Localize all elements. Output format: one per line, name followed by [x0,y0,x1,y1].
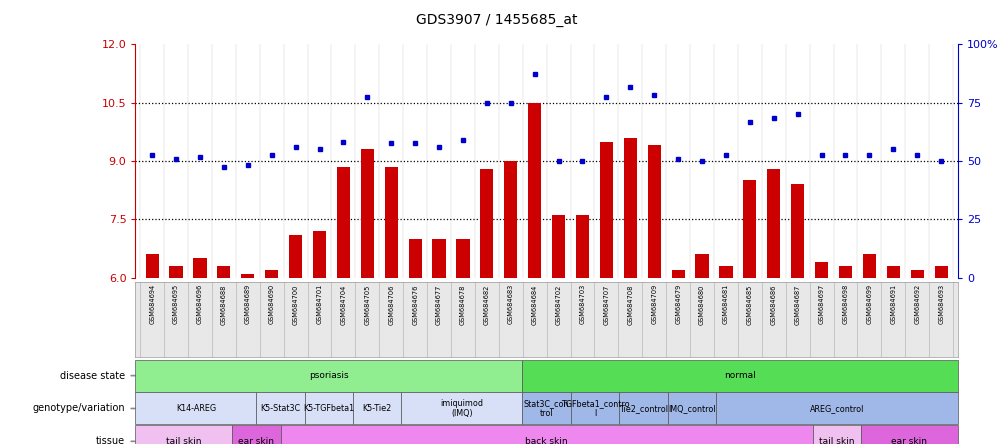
Bar [934,266,947,278]
Text: GSM684702: GSM684702 [555,284,561,325]
Text: GSM684684: GSM684684 [531,284,537,325]
Text: GSM684682: GSM684682 [483,284,489,325]
Bar [240,274,255,278]
Text: GSM684708: GSM684708 [626,284,632,325]
Text: GSM684677: GSM684677 [436,284,442,325]
Bar [718,266,731,278]
Text: GSM684680: GSM684680 [698,284,704,325]
Bar [862,254,875,278]
Text: disease state: disease state [60,371,125,381]
Text: GSM684679: GSM684679 [674,284,680,325]
Text: GSM684699: GSM684699 [866,284,872,324]
Text: GSM684696: GSM684696 [196,284,202,325]
Bar [767,169,780,278]
Bar [815,262,828,278]
Bar [480,169,493,278]
Text: GSM684690: GSM684690 [269,284,275,325]
Text: GSM684692: GSM684692 [913,284,919,325]
Text: GSM684676: GSM684676 [412,284,418,325]
Text: GSM684704: GSM684704 [340,284,346,325]
Text: GSM684707: GSM684707 [603,284,609,325]
Text: GSM684687: GSM684687 [794,284,800,325]
Text: GSM684681: GSM684681 [722,284,728,325]
Bar [193,258,206,278]
Text: GSM684693: GSM684693 [937,284,943,324]
Bar [408,239,421,278]
Text: GSM684697: GSM684697 [818,284,824,325]
Bar [361,149,374,278]
Text: GSM684685: GSM684685 [746,284,753,325]
Bar [217,266,230,278]
Text: GDS3907 / 1455685_at: GDS3907 / 1455685_at [415,13,577,28]
Bar [623,138,636,278]
Text: GSM684706: GSM684706 [388,284,394,325]
Bar [671,270,684,278]
Bar [647,146,660,278]
Bar [313,231,326,278]
Bar [385,167,398,278]
Bar [910,270,923,278]
Bar [551,215,564,278]
Text: psoriasis: psoriasis [309,371,349,380]
Text: imiquimod
(IMQ): imiquimod (IMQ) [440,399,483,418]
Text: Stat3C_con
trol: Stat3C_con trol [523,399,569,418]
Text: GSM684691: GSM684691 [890,284,896,324]
Bar [265,270,278,278]
Text: TGFbeta1_contro
l: TGFbeta1_contro l [560,399,628,418]
Text: ear skin: ear skin [891,437,927,444]
Bar [742,180,756,278]
Text: GSM684700: GSM684700 [293,284,299,325]
Bar [145,254,158,278]
Text: GSM684689: GSM684689 [244,284,250,325]
Bar [886,266,899,278]
Bar [504,161,517,278]
Bar [791,184,804,278]
Text: K5-Tie2: K5-Tie2 [363,404,392,413]
Text: ear skin: ear skin [238,437,275,444]
Bar [289,235,302,278]
Text: GSM684694: GSM684694 [149,284,155,325]
Text: AREG_control: AREG_control [809,404,864,413]
Text: GSM684678: GSM684678 [460,284,466,325]
Bar [169,266,182,278]
Bar [694,254,707,278]
Text: GSM684705: GSM684705 [364,284,370,325]
Bar [575,215,588,278]
Bar [528,103,541,278]
Bar [456,239,469,278]
Text: tissue: tissue [96,436,125,444]
Text: normal: normal [723,371,756,380]
Bar [838,266,852,278]
Text: GSM684686: GSM684686 [770,284,776,325]
Text: GSM684701: GSM684701 [317,284,323,325]
Text: Tie2_control: Tie2_control [618,404,667,413]
Text: GSM684695: GSM684695 [173,284,179,325]
Text: GSM684683: GSM684683 [507,284,513,325]
Text: K5-Stat3C: K5-Stat3C [261,404,301,413]
Bar [432,239,445,278]
Text: IMQ_control: IMQ_control [667,404,714,413]
Text: GSM684703: GSM684703 [579,284,585,325]
Text: GSM684688: GSM684688 [220,284,226,325]
Text: GSM684698: GSM684698 [842,284,848,325]
Text: genotype/variation: genotype/variation [33,404,125,413]
Bar [599,142,612,278]
Text: K14-AREG: K14-AREG [175,404,215,413]
Text: back skin: back skin [525,437,567,444]
Bar [337,167,350,278]
Text: GSM684709: GSM684709 [650,284,656,325]
Text: tail skin: tail skin [819,437,854,444]
Text: tail skin: tail skin [166,437,201,444]
Text: K5-TGFbeta1: K5-TGFbeta1 [303,404,354,413]
